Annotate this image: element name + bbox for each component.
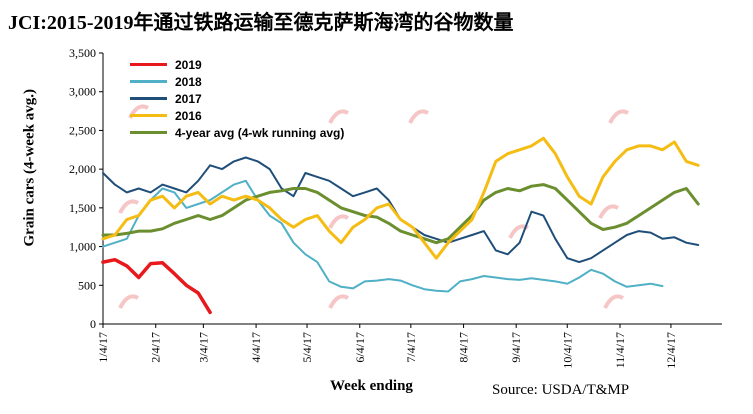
x-tick-label: 1/4/17 [96, 332, 110, 363]
legend: 2019 2018 2017 2016 4-year avg (4-wk running… [130, 56, 344, 141]
x-tick-label: 7/4/17 [404, 332, 418, 363]
y-tick-label: 1,500 [69, 201, 96, 215]
legend-swatch [130, 131, 167, 134]
legend-label: 2016 [175, 108, 202, 123]
x-tick-label: 3/4/17 [196, 332, 210, 363]
legend-label: 2017 [175, 91, 202, 106]
series-line-2017 [102, 156, 700, 264]
legend-label: 2019 [175, 57, 202, 72]
y-tick-label: 2,500 [69, 123, 96, 137]
legend-swatch [130, 80, 167, 83]
chart-title: JCI:2015-2019年通过铁路运输至德克萨斯海湾的谷物数量 [8, 12, 514, 34]
legend-swatch [130, 114, 167, 117]
y-tick-label: 3,000 [69, 85, 96, 99]
watermark-layer [118, 104, 630, 309]
x-axis-label: Week ending [330, 378, 413, 394]
series-line-2018 [102, 179, 664, 293]
series-line-2019 [101, 257, 212, 315]
legend-item-2019: 2019 [130, 56, 344, 73]
y-tick-label: 500 [78, 278, 96, 292]
x-axis: 1/4/17 2/4/17 3/4/17 4/4/17 5/4/17 6/4/17 7/4/… [96, 323, 722, 369]
watermark-mark [118, 199, 140, 214]
watermark-mark [328, 109, 350, 124]
legend-swatch [130, 63, 167, 66]
watermark-mark [328, 214, 350, 229]
x-tick-label: 9/4/17 [509, 332, 523, 363]
legend-label: 4-year avg (4-wk running avg) [175, 125, 345, 140]
x-tick-label: 10/4/17 [560, 332, 574, 369]
watermark-mark [118, 294, 140, 309]
series-line-2016 [101, 136, 700, 260]
legend-item-2017: 2017 [130, 90, 344, 107]
legend-item-avg: 4-year avg (4-wk running avg) [130, 124, 344, 141]
watermark-mark [408, 109, 430, 124]
x-tick-label: 2/4/17 [149, 332, 163, 363]
legend-item-2016: 2016 [130, 107, 344, 124]
watermark-mark [608, 109, 630, 124]
watermark-mark [328, 294, 350, 309]
watermark-mark [598, 204, 620, 219]
legend-item-2018: 2018 [130, 73, 344, 90]
legend-swatch [130, 97, 167, 100]
watermark-mark [603, 294, 625, 309]
y-tick-label: 3,500 [69, 46, 96, 60]
y-tick-label: 0 [90, 317, 96, 331]
x-tick-label: 4/4/17 [249, 332, 263, 363]
x-tick-label: 6/4/17 [353, 332, 367, 363]
source-note: Source: USDA/T&MP [492, 382, 630, 398]
x-tick-label: 8/4/17 [457, 332, 471, 363]
x-tick-label: 5/4/17 [300, 332, 314, 363]
series-line-avg [101, 183, 700, 245]
y-tick-label: 2,000 [69, 162, 96, 176]
y-axis-label: Grain cars (4-week avg.) [21, 89, 38, 247]
series-layer [101, 136, 700, 315]
x-tick-label: 12/4/17 [664, 332, 678, 369]
y-tick-label: 1,000 [69, 240, 96, 254]
y-axis: 0 500 1,000 1,500 2,000 2,500 3,000 3,500 [69, 46, 104, 331]
x-tick-label: 11/4/17 [613, 332, 627, 368]
legend-label: 2018 [175, 74, 202, 89]
